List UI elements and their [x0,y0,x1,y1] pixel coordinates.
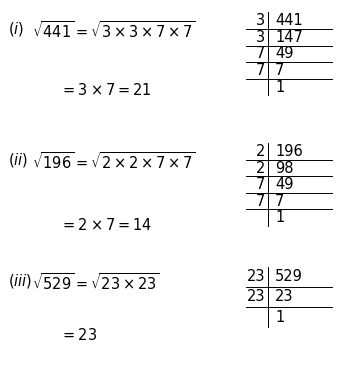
Text: 3: 3 [256,13,265,28]
Text: 2: 2 [256,144,265,159]
Text: $\sqrt{529} = \sqrt{23 \times 23}$: $\sqrt{529} = \sqrt{23 \times 23}$ [32,272,160,293]
Text: 98: 98 [275,161,294,175]
Text: 1: 1 [275,310,284,325]
Text: $\sqrt{441} = \sqrt{3 \times 3 \times 7 \times 7}$: $\sqrt{441} = \sqrt{3 \times 3 \times 7 … [32,20,196,41]
Text: 7: 7 [256,63,265,78]
Text: 7: 7 [256,46,265,61]
Text: 529: 529 [275,269,303,284]
Text: 1: 1 [275,210,284,225]
Text: 147: 147 [275,30,303,45]
Text: 7: 7 [275,63,285,78]
Text: 196: 196 [275,144,303,159]
Text: 23: 23 [247,269,265,284]
Text: $= 2 \times 7 = 14$: $= 2 \times 7 = 14$ [60,217,152,233]
Text: 441: 441 [275,13,303,28]
Text: 49: 49 [275,46,294,61]
Text: 7: 7 [256,194,265,209]
Text: 1: 1 [275,79,284,95]
Text: 49: 49 [275,177,294,192]
Text: 23: 23 [275,289,294,304]
Text: $(iii)$: $(iii)$ [8,272,33,290]
Text: $\sqrt{196} = \sqrt{2 \times 2 \times 7 \times 7}$: $\sqrt{196} = \sqrt{2 \times 2 \times 7 … [32,151,196,171]
Text: 7: 7 [256,177,265,192]
Text: 2: 2 [256,161,265,175]
Text: 23: 23 [247,289,265,304]
Text: 3: 3 [256,30,265,45]
Text: $= 3 \times 7 = 21$: $= 3 \times 7 = 21$ [60,82,152,98]
Text: $(i)$: $(i)$ [8,20,24,38]
Text: $= 23$: $= 23$ [60,327,97,343]
Text: 7: 7 [275,194,285,209]
Text: $(ii)$: $(ii)$ [8,151,28,168]
